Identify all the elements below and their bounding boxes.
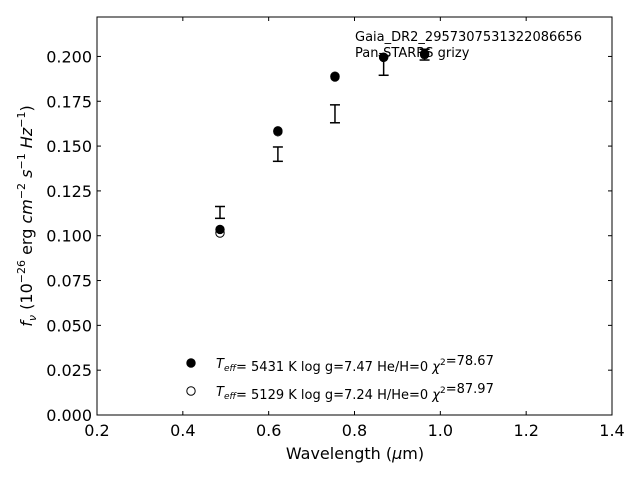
- plot-area: [96, 16, 613, 416]
- legend-entry: Teff= 5431 K log g=7.47 He/H=0 χ2=78.67: [216, 354, 494, 375]
- y-axis-label: fν (10−26 erg cm−2 s−1 Hz−1): [15, 105, 39, 326]
- model-point-open: [419, 49, 430, 60]
- y-axis-ticks: 0.000 0.025 0.050 0.075 0.100 0.125 0.150 0.175…: [46, 47, 612, 425]
- y-tick-label: 0.150: [46, 137, 92, 156]
- annotation-source: Gaia_DR2_2957307531322086656: [355, 30, 582, 45]
- annotation-survey: Pan-STARRS grizy: [355, 46, 470, 61]
- y-tick-label: 0.050: [46, 316, 92, 335]
- error-bar: [214, 205, 225, 220]
- model-point-open: [273, 127, 283, 137]
- data-marks: [214, 48, 430, 238]
- legend: Teff= 5431 K log g=7.47 He/H=0 χ2=78.67 T…: [186, 354, 494, 403]
- error-bar: [272, 146, 283, 163]
- x-tick-label: 0.4: [170, 421, 195, 440]
- x-axis-ticks: 0.2 0.4 0.6 0.8 1.0 1.2 1.4: [84, 17, 625, 440]
- x-tick-label: 1.4: [599, 421, 624, 440]
- y-tick-label: 0.025: [46, 361, 92, 380]
- y-tick-label: 0.125: [46, 182, 92, 201]
- x-tick-label: 0.6: [256, 421, 281, 440]
- y-tick-label: 0.100: [46, 227, 92, 246]
- y-tick-label: 0.000: [46, 406, 92, 425]
- legend-marker-filled: [186, 358, 196, 368]
- y-tick-label: 0.175: [46, 92, 92, 111]
- legend-entry: Teff= 5129 K log g=7.24 H/He=0 χ2=87.97: [216, 382, 494, 403]
- model-point-open: [215, 228, 225, 238]
- x-axis-label: Wavelength (μm): [286, 444, 424, 463]
- legend-marker-open: [186, 386, 196, 396]
- model-point-open: [378, 52, 389, 63]
- model-point-filled: [215, 224, 225, 235]
- y-tick-label: 0.200: [46, 47, 92, 66]
- model-point-open: [330, 71, 340, 81]
- y-tick-label: 0.075: [46, 272, 92, 291]
- x-tick-label: 0.2: [84, 421, 109, 440]
- error-bar: [329, 104, 340, 124]
- x-tick-label: 0.8: [342, 421, 367, 440]
- x-tick-label: 1.0: [428, 421, 453, 440]
- x-tick-label: 1.2: [513, 421, 538, 440]
